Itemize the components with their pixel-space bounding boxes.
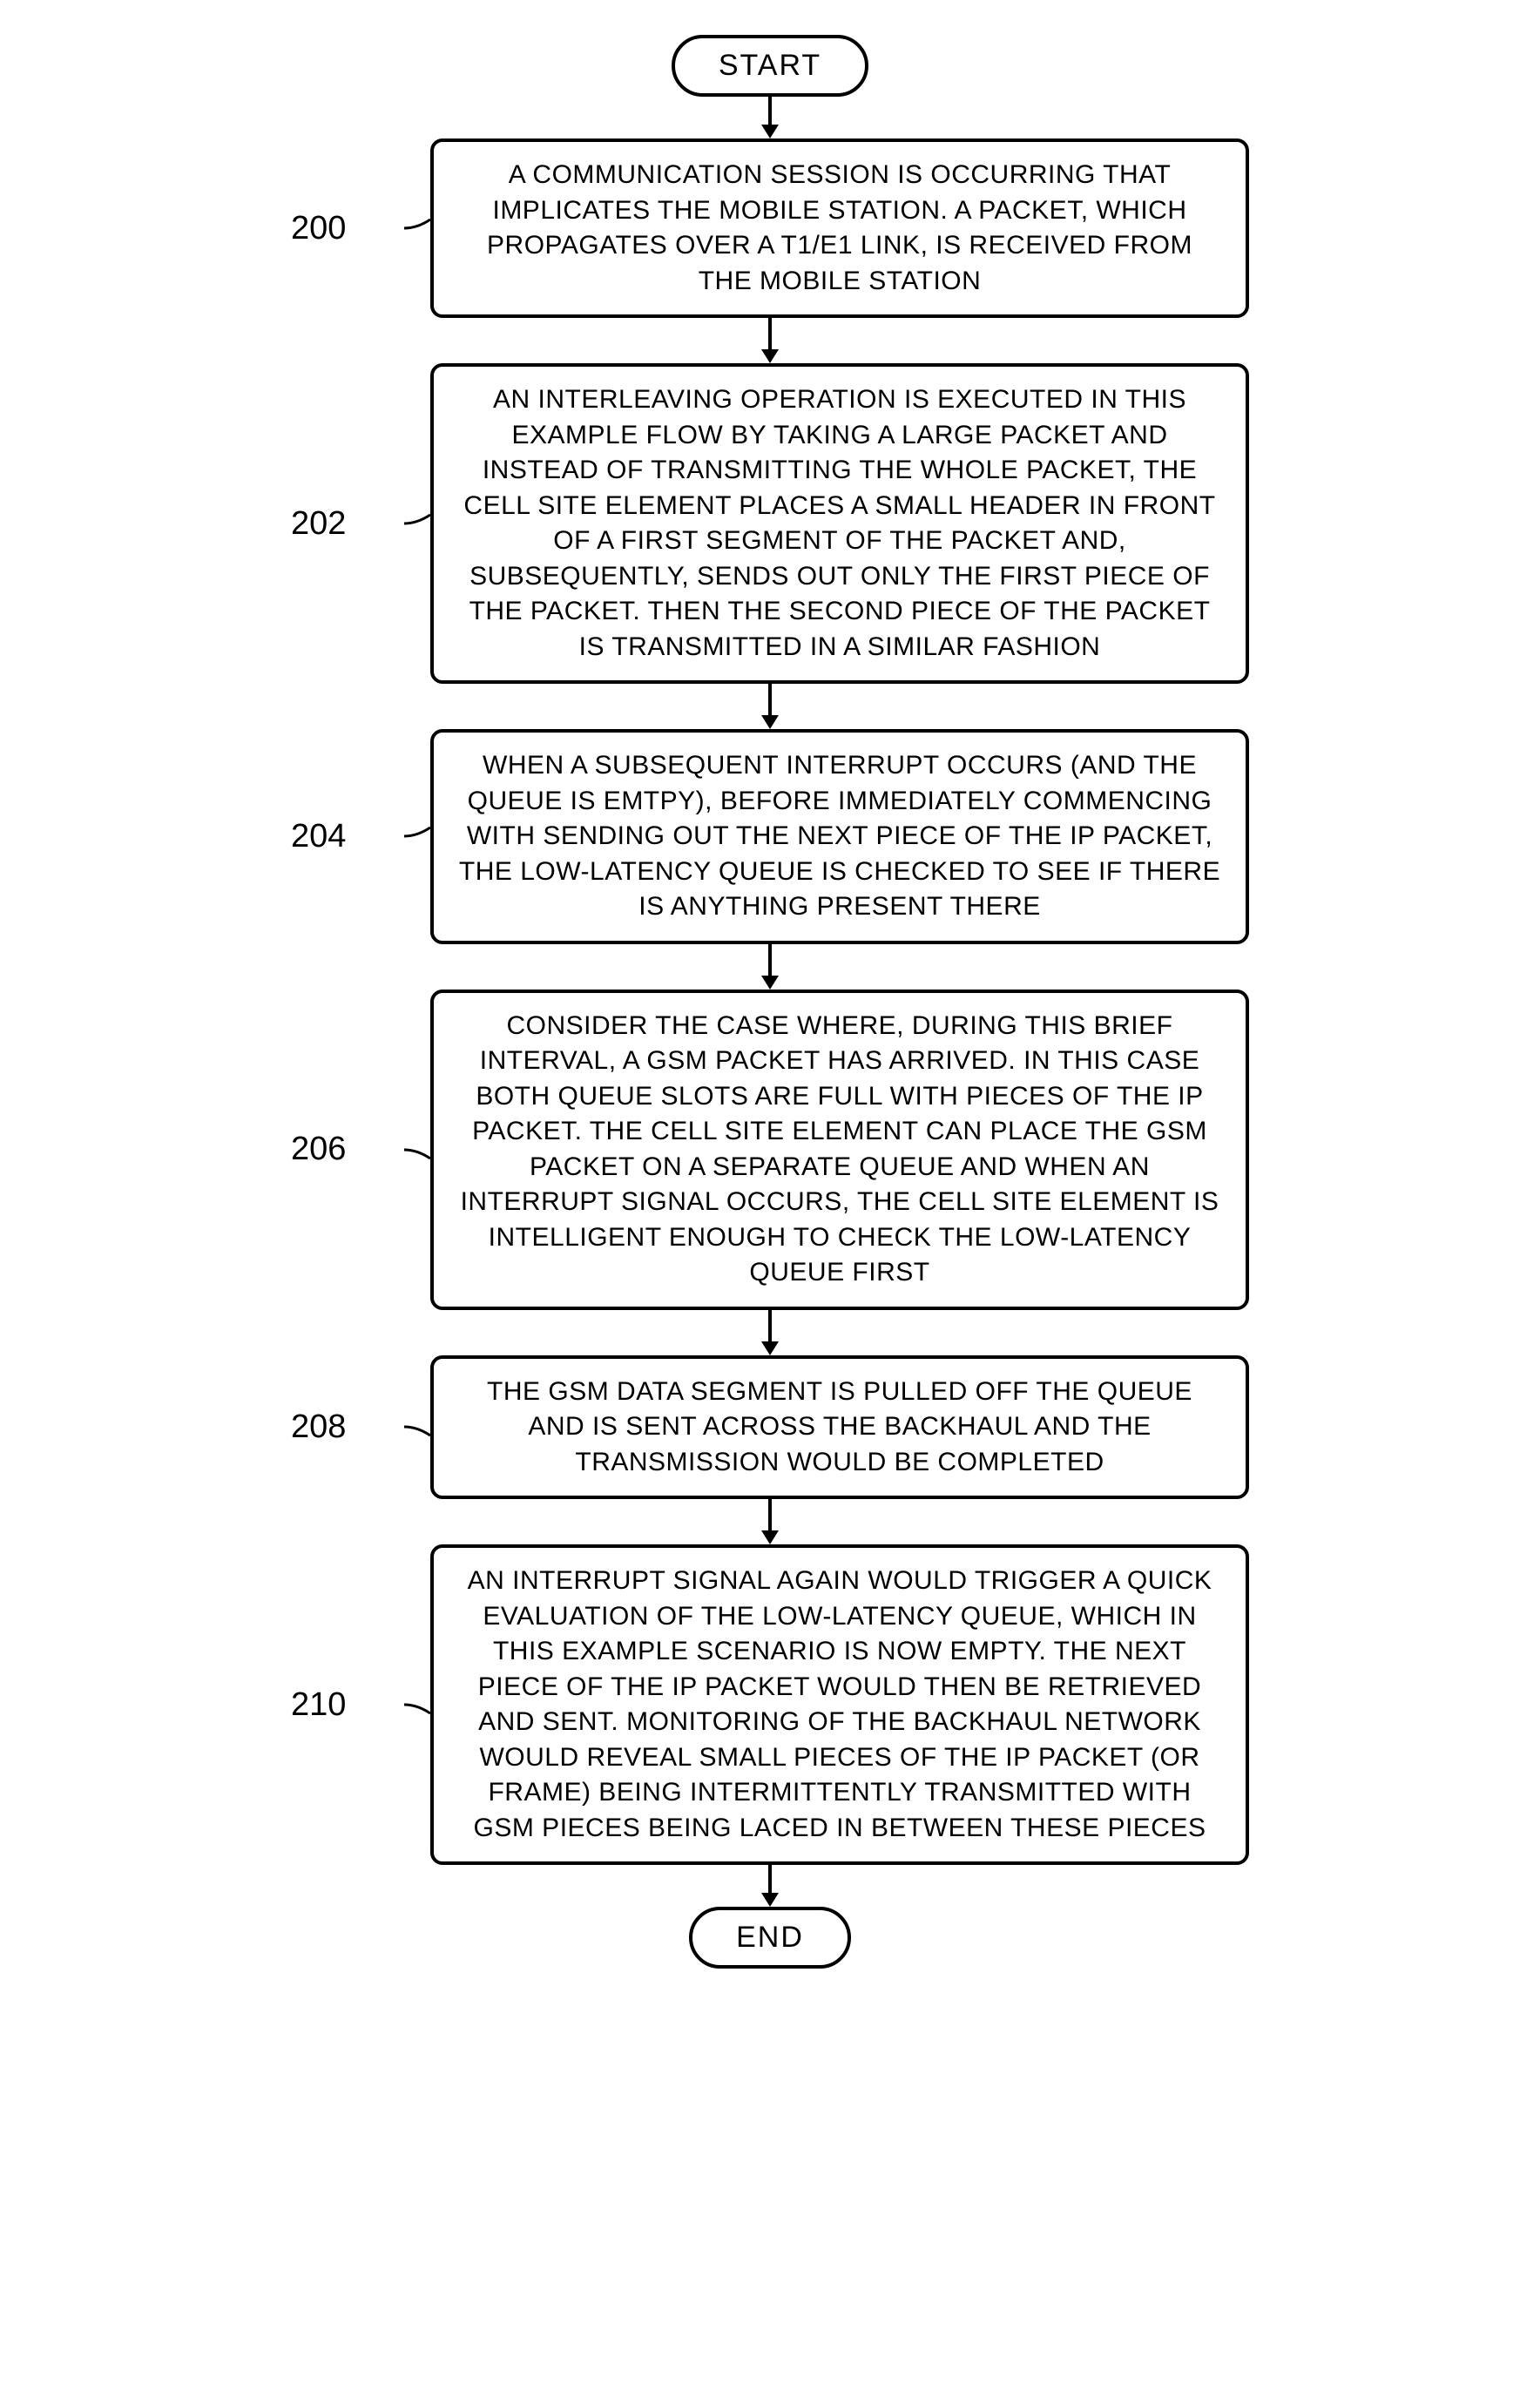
start-terminal: START: [672, 35, 868, 97]
ref-connector-icon: [404, 1414, 430, 1440]
ref-connector-icon: [404, 1692, 430, 1718]
process-box: AN INTERRUPT SIGNAL AGAIN WOULD TRIGGER …: [430, 1544, 1249, 1865]
step-ref-label: 208: [291, 1408, 404, 1446]
step-ref-label: 204: [291, 818, 404, 855]
flow-step-208: 208 THE GSM DATA SEGMENT IS PULLED OFF T…: [291, 1355, 1249, 1500]
process-box: CONSIDER THE CASE WHERE, DURING THIS BRI…: [430, 990, 1249, 1310]
flowchart-container: START 200 A COMMUNICATION SESSION IS OCC…: [291, 35, 1249, 1969]
arrow-down-icon: [757, 684, 783, 729]
ref-connector-icon: [404, 215, 430, 241]
arrow-down-icon: [757, 1865, 783, 1907]
flow-step-200: 200 A COMMUNICATION SESSION IS OCCURRING…: [291, 138, 1249, 318]
arrow-down-icon: [757, 97, 783, 138]
step-ref-label: 206: [291, 1131, 404, 1168]
end-terminal: END: [689, 1907, 851, 1969]
step-ref-label: 200: [291, 210, 404, 247]
ref-connector-icon: [404, 823, 430, 849]
arrow-down-icon: [757, 318, 783, 363]
arrow-down-icon: [757, 1499, 783, 1544]
step-ref-label: 202: [291, 505, 404, 543]
step-ref-label: 210: [291, 1686, 404, 1724]
arrow-down-icon: [757, 1310, 783, 1355]
flow-step-210: 210 AN INTERRUPT SIGNAL AGAIN WOULD TRIG…: [291, 1544, 1249, 1865]
process-box: WHEN A SUBSEQUENT INTERRUPT OCCURS (AND …: [430, 729, 1249, 944]
flow-step-202: 202 AN INTERLEAVING OPERATION IS EXECUTE…: [291, 363, 1249, 684]
arrow-down-icon: [757, 944, 783, 990]
process-box: THE GSM DATA SEGMENT IS PULLED OFF THE Q…: [430, 1355, 1249, 1500]
process-box: A COMMUNICATION SESSION IS OCCURRING THA…: [430, 138, 1249, 318]
ref-connector-icon: [404, 1137, 430, 1163]
flow-step-206: 206 CONSIDER THE CASE WHERE, DURING THIS…: [291, 990, 1249, 1310]
process-box: AN INTERLEAVING OPERATION IS EXECUTED IN…: [430, 363, 1249, 684]
ref-connector-icon: [404, 510, 430, 537]
flow-step-204: 204 WHEN A SUBSEQUENT INTERRUPT OCCURS (…: [291, 729, 1249, 944]
